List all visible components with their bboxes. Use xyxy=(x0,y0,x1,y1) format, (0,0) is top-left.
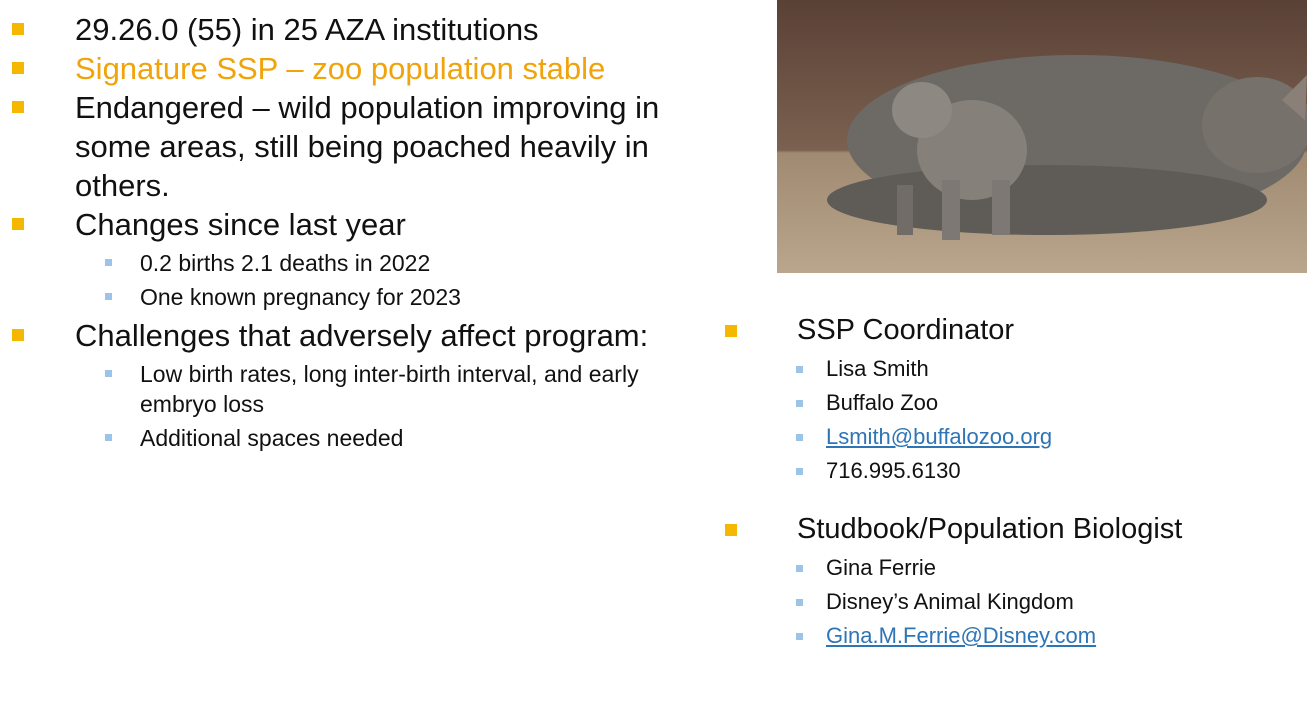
right-list: SSP Coordinator Lisa Smith Buffalo Zoo Lsmi… xyxy=(725,312,1307,656)
bullet-item: SSP Coordinator Lisa Smith Buffalo Zoo Lsmi… xyxy=(725,312,1307,485)
sub-text: Lisa Smith xyxy=(826,356,929,381)
bullet-item: Endangered – wild population improving i… xyxy=(0,88,680,205)
sub-bullet-marker xyxy=(796,633,803,640)
bullet-item: Changes since last year 0.2 births 2.1 de… xyxy=(0,205,680,312)
email-link[interactable]: Lsmith@buffalozoo.org xyxy=(826,424,1052,449)
sub-item: 716.995.6130 xyxy=(758,457,1307,485)
bullet-marker xyxy=(12,218,24,230)
rhino-photo xyxy=(777,0,1307,273)
sub-item: Lsmith@buffalozoo.org xyxy=(758,423,1307,451)
sub-list: Gina Ferrie Disney’s Animal Kingdom Gina.M… xyxy=(797,554,1307,650)
sub-item: Low birth rates, long inter-birth interv… xyxy=(65,359,680,419)
sub-item: 0.2 births 2.1 deaths in 2022 xyxy=(65,248,680,278)
bullet-text: Challenges that adversely affect program… xyxy=(75,318,648,353)
bullet-marker xyxy=(12,62,24,74)
sub-bullet-marker xyxy=(796,434,803,441)
sub-text: Disney’s Animal Kingdom xyxy=(826,589,1074,614)
bullet-marker xyxy=(12,101,24,113)
sub-list: Low birth rates, long inter-birth interv… xyxy=(75,359,680,453)
sub-text: One known pregnancy for 2023 xyxy=(140,284,461,310)
sub-bullet-marker xyxy=(105,259,112,266)
sub-item: One known pregnancy for 2023 xyxy=(65,282,680,312)
sub-bullet-marker xyxy=(796,366,803,373)
bullet-text: 29.26.0 (55) in 25 AZA institutions xyxy=(75,12,539,47)
email-link[interactable]: Gina.M.Ferrie@Disney.com xyxy=(826,623,1096,648)
bullet-text: Endangered – wild population improving i… xyxy=(75,90,659,203)
sub-bullet-marker xyxy=(105,293,112,300)
bullet-text: SSP Coordinator xyxy=(797,314,1014,346)
sub-bullet-marker xyxy=(796,565,803,572)
sub-text: Gina Ferrie xyxy=(826,555,936,580)
sub-text: Buffalo Zoo xyxy=(826,390,938,415)
left-list: 29.26.0 (55) in 25 AZA institutions Signa… xyxy=(0,10,680,457)
sub-text: 0.2 births 2.1 deaths in 2022 xyxy=(140,250,430,276)
slide: 29.26.0 (55) in 25 AZA institutions Signa… xyxy=(0,0,1307,728)
sub-text: Additional spaces needed xyxy=(140,425,403,451)
sub-item: Buffalo Zoo xyxy=(758,389,1307,417)
bullet-text: Signature SSP – zoo population stable xyxy=(75,51,605,86)
sub-list: 0.2 births 2.1 deaths in 2022 One known p… xyxy=(75,248,680,312)
bullet-marker xyxy=(12,23,24,35)
sub-item: Gina.M.Ferrie@Disney.com xyxy=(758,622,1307,650)
sub-bullet-marker xyxy=(796,599,803,606)
bullet-text: Studbook/Population Biologist xyxy=(797,513,1182,545)
sub-item: Additional spaces needed xyxy=(65,423,680,453)
sub-bullet-marker xyxy=(796,468,803,475)
bullet-item: 29.26.0 (55) in 25 AZA institutions xyxy=(0,10,680,49)
bullet-item: Challenges that adversely affect program… xyxy=(0,316,680,453)
bullet-item: Studbook/Population Biologist Gina Ferrie… xyxy=(725,511,1307,650)
sub-text: 716.995.6130 xyxy=(826,458,961,483)
sub-item: Gina Ferrie xyxy=(758,554,1307,582)
sub-text: Low birth rates, long inter-birth interv… xyxy=(140,361,639,417)
bullet-marker xyxy=(725,524,737,536)
sub-list: Lisa Smith Buffalo Zoo Lsmith@buffalozoo.o… xyxy=(797,355,1307,485)
bullet-marker xyxy=(725,325,737,337)
sub-item: Lisa Smith xyxy=(758,355,1307,383)
sub-bullet-marker xyxy=(105,434,112,441)
bullet-text: Changes since last year xyxy=(75,207,406,242)
bullet-item: Signature SSP – zoo population stable xyxy=(0,49,680,88)
sub-bullet-marker xyxy=(105,370,112,377)
bullet-marker xyxy=(12,329,24,341)
sub-item: Disney’s Animal Kingdom xyxy=(758,588,1307,616)
sub-bullet-marker xyxy=(796,400,803,407)
